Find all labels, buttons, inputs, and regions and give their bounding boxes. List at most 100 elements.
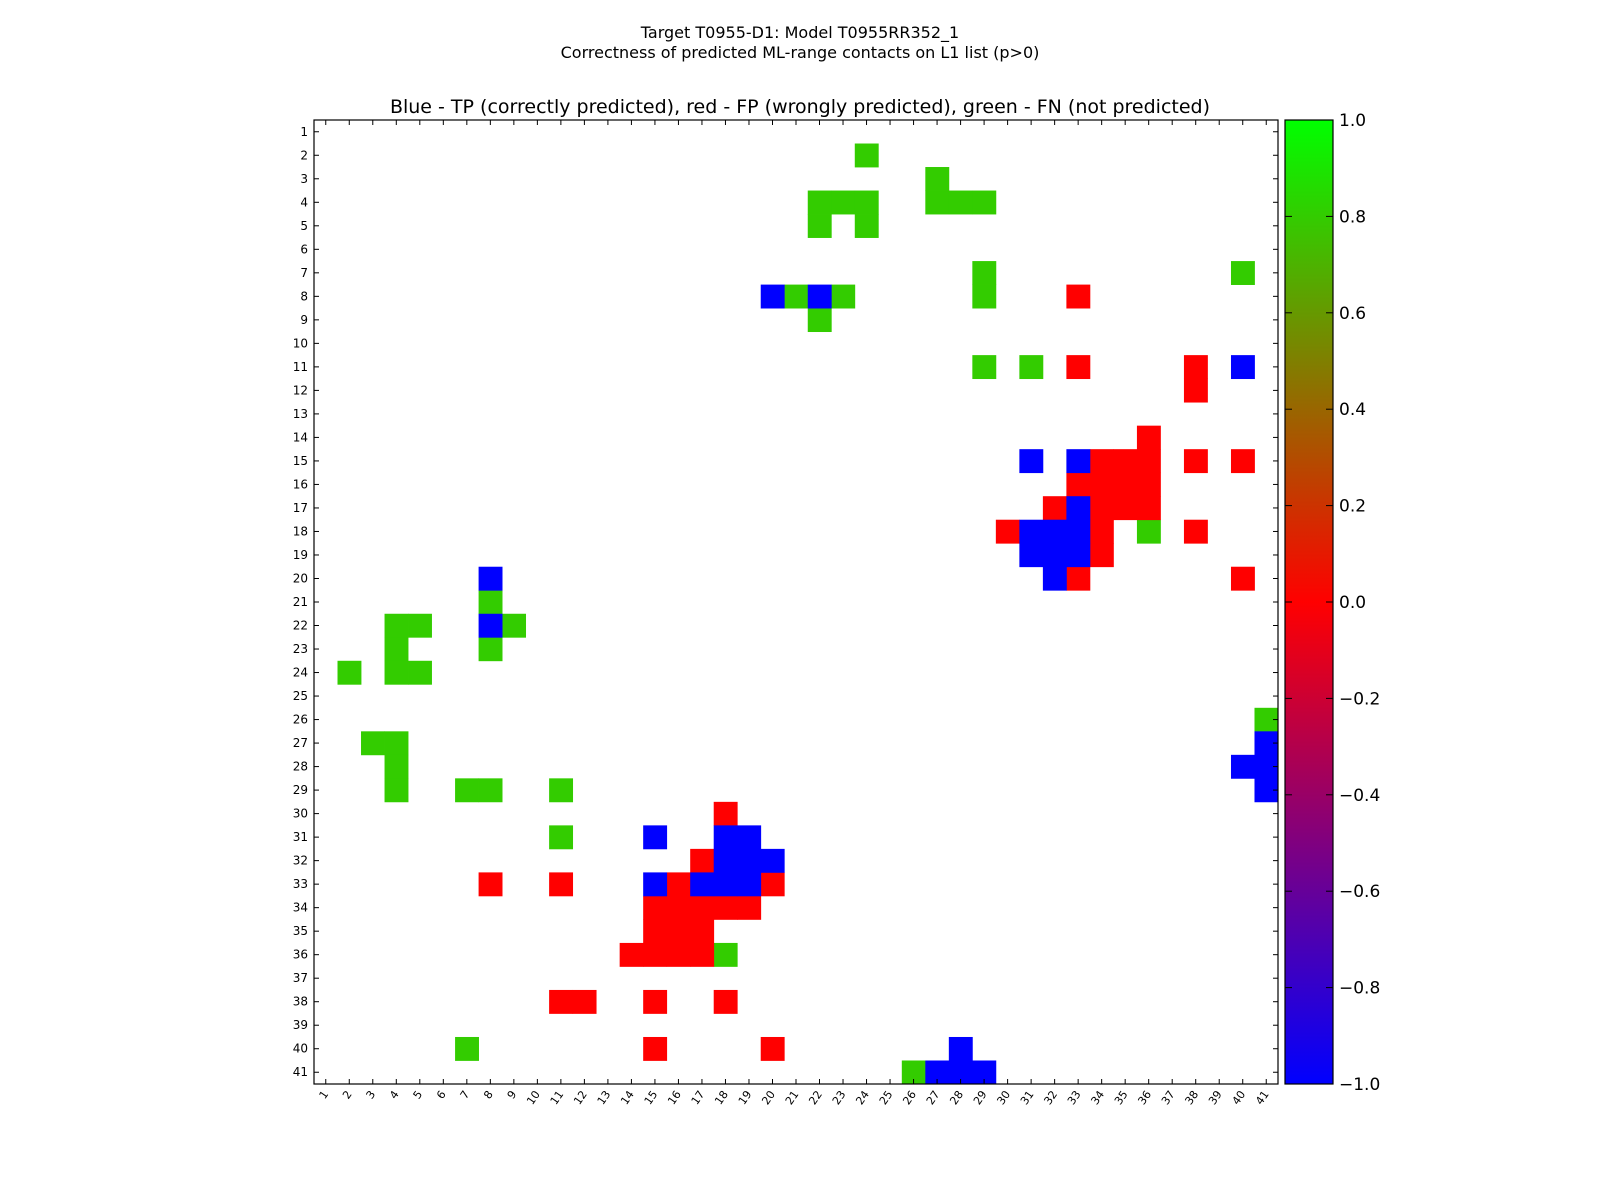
y-tick-label: 19: [293, 548, 308, 562]
contact-cell-tp: [948, 1036, 973, 1061]
x-tick-label: 38: [1182, 1088, 1201, 1107]
x-tick-label: 20: [759, 1088, 778, 1107]
x-tick-label: 33: [1065, 1088, 1084, 1107]
contact-cell-fp: [1089, 543, 1114, 568]
colorbar-tick-label: −0.6: [1339, 882, 1380, 902]
y-tick-label: 5: [300, 219, 308, 233]
heatmap-cells: [337, 143, 1279, 1085]
x-tick-label: 24: [853, 1088, 872, 1107]
contact-cell-fn: [807, 190, 832, 215]
contact-cell-tp: [737, 848, 762, 873]
contact-cell-tp: [760, 284, 785, 309]
contact-cell-fp: [1089, 449, 1114, 474]
contact-cell-tp: [713, 825, 738, 850]
colorbar-tick-label: 0.4: [1339, 400, 1366, 420]
contact-cell-fn: [549, 778, 574, 803]
contact-cell-fp: [643, 1036, 668, 1061]
x-tick-label: 12: [571, 1088, 590, 1107]
contact-cell-fp: [1136, 425, 1161, 450]
contact-cell-fn: [408, 613, 432, 638]
contact-cell-tp: [760, 848, 785, 873]
contact-cell-tp: [1019, 449, 1044, 474]
contact-cell-tp: [925, 1060, 950, 1085]
x-tick-label: 26: [900, 1088, 919, 1107]
y-tick-label: 18: [293, 524, 308, 538]
contact-cell-fp: [690, 848, 715, 873]
contact-cell-fn: [384, 660, 409, 685]
x-tick-label: 6: [434, 1088, 449, 1101]
contact-cell-fn: [948, 190, 973, 215]
contact-cell-fp: [713, 801, 738, 826]
contact-cell-fp: [1183, 449, 1208, 474]
contact-cell-fn: [384, 731, 409, 756]
y-tick-label: 32: [293, 854, 308, 868]
contact-cell-tp: [807, 284, 832, 309]
contact-cell-fn: [455, 1036, 479, 1061]
y-tick-label: 8: [300, 289, 308, 303]
contact-cell-fn: [478, 637, 503, 662]
contact-cell-fn: [972, 284, 997, 309]
contact-cell-tp: [1066, 519, 1091, 544]
contact-cell-fn: [384, 637, 409, 662]
contact-cell-tp: [737, 872, 762, 897]
contact-cell-fn: [1019, 355, 1044, 380]
contact-cell-fp: [666, 942, 691, 967]
y-tick-label: 36: [293, 948, 308, 962]
x-tick-label: 17: [689, 1088, 708, 1107]
y-tick-label: 21: [293, 595, 308, 609]
x-tick-label: 22: [806, 1088, 825, 1107]
colorbar-tick-label: −0.4: [1339, 786, 1380, 806]
y-tick-label: 41: [293, 1065, 308, 1079]
x-tick-label: 21: [783, 1088, 802, 1107]
contact-cell-fn: [337, 660, 362, 685]
colorbar-tick-label: −0.8: [1339, 979, 1380, 999]
contact-cell-tp: [1230, 355, 1255, 380]
contact-cell-fp: [760, 1036, 785, 1061]
contact-cell-fn: [455, 778, 479, 803]
contact-cell-tp: [1019, 519, 1044, 544]
y-tick-label: 2: [300, 148, 308, 162]
colorbar: [1284, 119, 1334, 1085]
x-tick-label: 2: [340, 1088, 355, 1101]
contact-cell-fp: [1113, 496, 1138, 521]
x-tick-label: 14: [618, 1088, 637, 1107]
contact-cell-fn: [972, 355, 997, 380]
y-tick-label: 34: [293, 901, 308, 915]
colorbar-tick-label: 0.2: [1339, 497, 1366, 517]
contact-cell-fn: [807, 308, 832, 333]
x-tick-label: 3: [364, 1088, 379, 1101]
contact-cell-fp: [1136, 449, 1161, 474]
contact-cell-tp: [1066, 449, 1091, 474]
colorbar-ticks: 1.0 0.8 0.6 0.4 0.2 0.0 −0.2 −0.4 −0.6 −0.8 −1.0: [1285, 111, 1380, 1095]
contact-cell-fn: [384, 754, 409, 779]
x-tick-label: 31: [1018, 1088, 1037, 1107]
contact-cell-tp: [478, 566, 503, 591]
x-tick-label: 5: [411, 1088, 426, 1101]
contact-cell-fp: [549, 989, 574, 1014]
contact-cell-fp: [995, 519, 1020, 544]
y-tick-label: 30: [293, 807, 308, 821]
contact-cell-fn: [478, 590, 503, 615]
contact-cell-fp: [690, 919, 715, 944]
contact-cell-fn: [901, 1060, 926, 1085]
y-tick-label: 15: [293, 454, 308, 468]
y-tick-label: 24: [293, 666, 308, 680]
chart-title-line1: Target T0955-D1: Model T0955RR352_1: [640, 23, 959, 43]
y-tick-label: 40: [293, 1042, 308, 1056]
x-tick-label: 13: [595, 1088, 614, 1107]
contact-cell-tp: [1042, 566, 1067, 591]
contact-cell-tp: [1254, 754, 1279, 779]
contact-cell-tp: [713, 872, 738, 897]
x-tick-label: 16: [665, 1088, 684, 1107]
contact-cell-fp: [1066, 566, 1091, 591]
contact-cell-fn: [384, 778, 409, 803]
x-tick-label: 30: [994, 1088, 1013, 1107]
contact-cell-fp: [1183, 378, 1208, 403]
contact-cell-fp: [690, 942, 715, 967]
y-tick-label: 4: [300, 195, 308, 209]
x-tick-label: 29: [971, 1088, 990, 1107]
contact-cell-fp: [666, 895, 691, 920]
y-tick-label: 38: [293, 995, 308, 1009]
x-tick-label: 25: [877, 1088, 896, 1107]
